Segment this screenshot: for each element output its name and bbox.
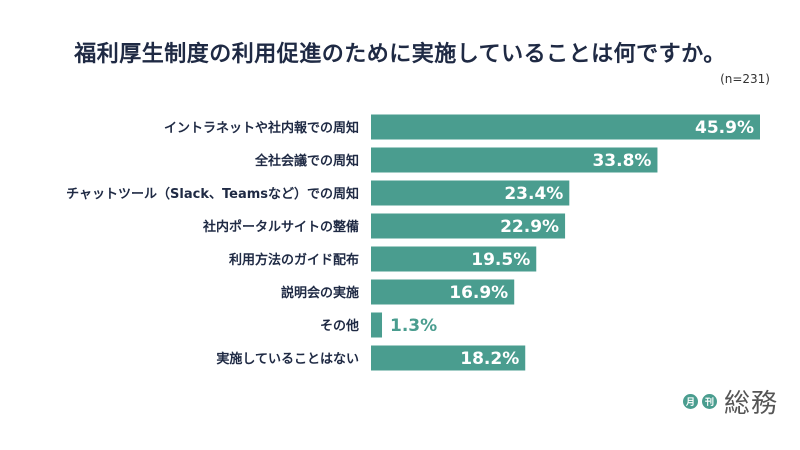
category-label: 説明会の実施 — [281, 285, 359, 301]
logo-badge-1: 月 — [682, 394, 698, 409]
bar — [371, 147, 658, 173]
category-label: 利用方法のガイド配布 — [229, 252, 359, 268]
value-label: 45.9% — [695, 118, 754, 138]
bar — [371, 114, 760, 140]
category-label: 実施していることはない — [216, 351, 359, 367]
value-label: 33.8% — [592, 151, 651, 171]
bar — [371, 279, 515, 305]
bar — [371, 213, 566, 239]
sample-size-note: (n=231) — [720, 72, 770, 86]
category-label: イントラネットや社内報での周知 — [164, 120, 359, 136]
chart-title: 福利厚生制度の利用促進のために実施していることは何ですか。 — [74, 42, 726, 67]
publisher-logo: 月 刊 総務 — [682, 383, 778, 420]
category-label: チャットツール（Slack、Teamsなど）での周知 — [66, 186, 359, 202]
category-label: 全社会議での周知 — [254, 153, 359, 169]
logo-badge-2: 刊 — [701, 394, 717, 409]
bar — [371, 312, 383, 338]
bar — [371, 345, 526, 371]
value-label: 16.9% — [449, 283, 508, 303]
category-label: その他 — [320, 318, 359, 334]
category-label: 社内ポータルサイトの整備 — [202, 219, 359, 235]
bar — [371, 246, 537, 272]
value-label: 18.2% — [460, 349, 519, 369]
logo-wordmark: 総務 — [723, 389, 778, 419]
value-label: 19.5% — [471, 250, 530, 270]
value-label: 22.9% — [500, 217, 559, 237]
bar — [371, 180, 570, 206]
value-label: 23.4% — [504, 184, 563, 204]
value-label: 1.3% — [390, 316, 437, 336]
